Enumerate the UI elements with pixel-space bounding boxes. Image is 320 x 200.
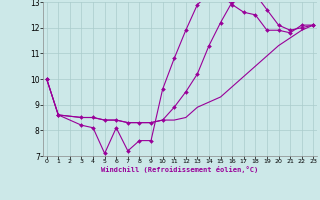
X-axis label: Windchill (Refroidissement éolien,°C): Windchill (Refroidissement éolien,°C) <box>101 166 259 173</box>
